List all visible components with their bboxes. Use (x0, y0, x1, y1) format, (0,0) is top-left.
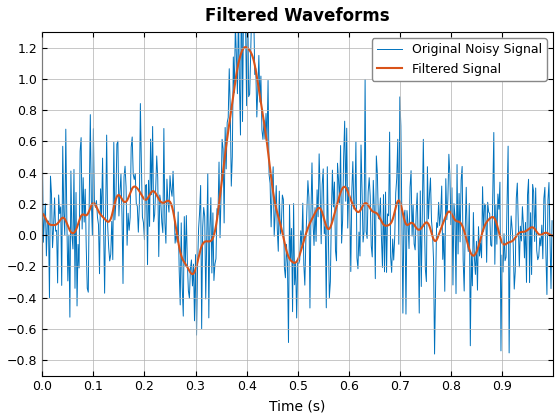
Original Noisy Signal (343, 126, 350, 131)
Filtered Signal (539, 232, 545, 237)
Line: Original Noisy Signal: Original Noisy Signal (43, 0, 552, 354)
Legend: Original Noisy Signal, Filtered Signal: Original Noisy Signal, Filtered Signal (372, 38, 547, 81)
Filtered Signal (39, 211, 46, 216)
Original Noisy Signal (459, 164, 465, 169)
Original Noisy Signal (431, 352, 438, 357)
Filtered Signal (459, 223, 465, 228)
Original Noisy Signal (39, 146, 46, 151)
Filtered Signal (283, 248, 290, 253)
Original Noisy Signal (539, 223, 545, 228)
Original Noisy Signal (549, 218, 556, 223)
Filtered Signal (242, 45, 249, 50)
Original Noisy Signal (316, 151, 323, 156)
Filtered Signal (549, 233, 556, 238)
Filtered Signal (344, 189, 351, 194)
Filtered Signal (189, 272, 196, 277)
Filtered Signal (286, 256, 293, 261)
Line: Filtered Signal: Filtered Signal (43, 47, 552, 274)
Original Noisy Signal (282, 275, 289, 280)
Filtered Signal (317, 206, 324, 211)
Original Noisy Signal (285, 340, 292, 345)
Title: Filtered Waveforms: Filtered Waveforms (206, 7, 390, 25)
X-axis label: Time (s): Time (s) (269, 399, 326, 413)
